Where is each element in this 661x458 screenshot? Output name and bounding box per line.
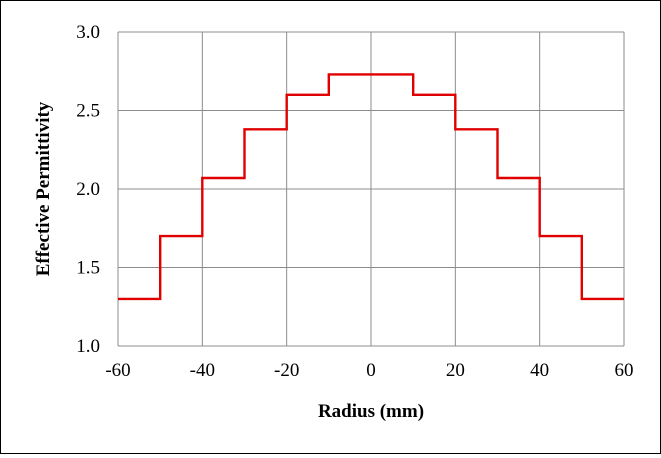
x-tick-label: 40 xyxy=(530,360,549,381)
x-axis-title: Radius (mm) xyxy=(318,401,424,422)
y-tick-label: 2.0 xyxy=(76,179,100,200)
y-tick-label: 1.5 xyxy=(76,258,100,279)
x-tick-label: 60 xyxy=(615,360,634,381)
y-tick-label: 1.0 xyxy=(76,336,100,357)
x-tick-label: -60 xyxy=(105,360,130,381)
y-tick-label: 3.0 xyxy=(76,22,100,43)
series-layer xyxy=(118,73,624,301)
x-tick-label: 0 xyxy=(366,360,376,381)
y-axis-title: Effective Permittivity xyxy=(33,101,54,276)
x-tick-label: -20 xyxy=(274,360,299,381)
plot-area-border xyxy=(117,32,624,347)
y-tick-label: 2.5 xyxy=(76,101,100,122)
x-tick-label: -40 xyxy=(190,360,215,381)
y-tick-labels: 1.0 1.5 2.0 2.5 3.0 xyxy=(76,22,100,357)
x-tick-labels: -60 -40 -20 0 20 40 60 xyxy=(105,360,633,381)
x-tick-label: 20 xyxy=(446,360,465,381)
series-line xyxy=(118,73,624,301)
